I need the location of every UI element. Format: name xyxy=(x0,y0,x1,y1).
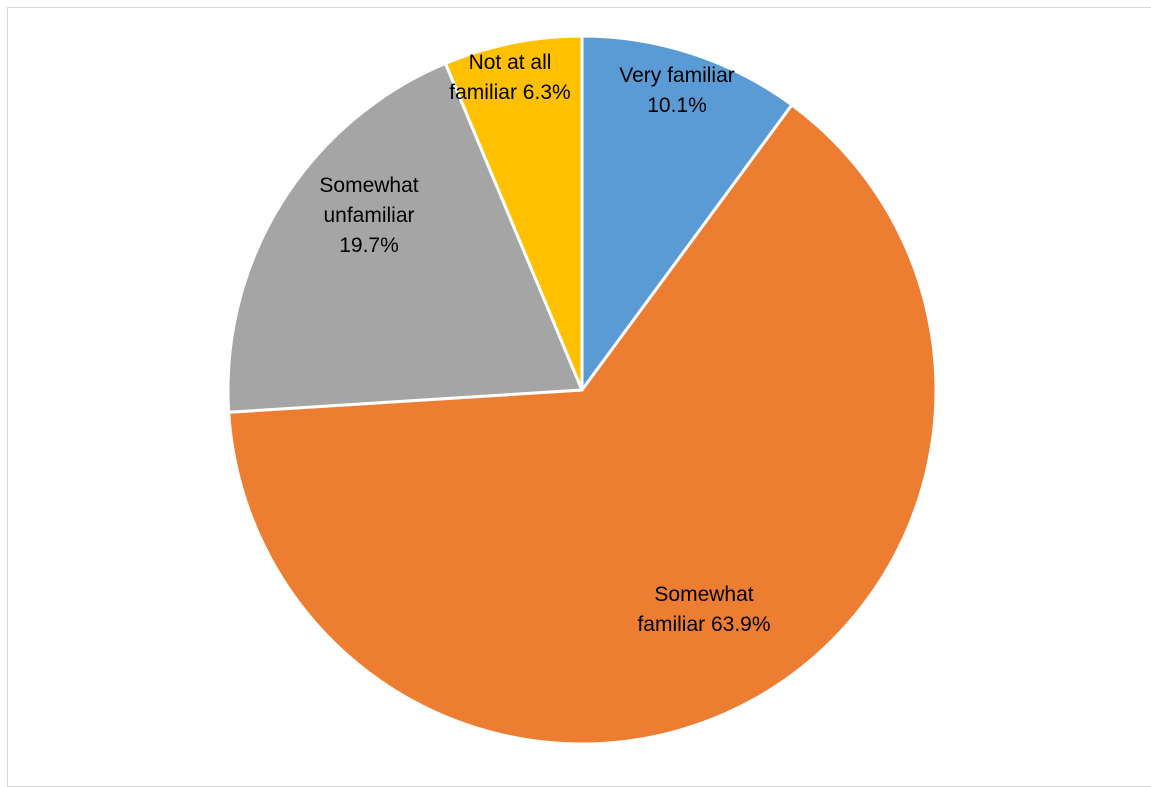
data-label-line: Somewhat xyxy=(319,174,418,197)
data-label-not-at-all-familiar: Not at all familiar 6.3% xyxy=(449,51,570,104)
pie-chart: Very familiar 10.1% Somewhat familiar 63.9%… xyxy=(226,34,938,746)
data-label-somewhat-familiar: Somewhat familiar 63.9% xyxy=(637,583,770,636)
data-label-line: 10.1% xyxy=(647,94,707,117)
data-label-somewhat-unfamiliar: Somewhat unfamiliar 19.7% xyxy=(319,174,418,257)
data-label-line: unfamiliar xyxy=(323,204,414,227)
pie-slices xyxy=(226,34,938,746)
pie-slice-very-familiar xyxy=(580,34,794,392)
data-label-line: familiar 63.9% xyxy=(637,613,770,636)
data-label-line: Not at all xyxy=(469,51,552,74)
data-label-line: familiar 6.3% xyxy=(449,81,570,104)
data-label-line: 19.7% xyxy=(339,234,399,257)
pie-slice-somewhat-unfamiliar xyxy=(226,61,584,414)
data-label-very-familiar: Very familiar 10.1% xyxy=(619,64,735,117)
data-label-line: Very familiar xyxy=(619,64,735,87)
data-label-line: Somewhat xyxy=(654,583,753,606)
pie-slice-not-at-all-familiar xyxy=(444,34,584,392)
pie-slice-somewhat-familiar xyxy=(227,103,938,746)
pie-data-labels: Very familiar 10.1% Somewhat familiar 63.9%… xyxy=(319,51,770,636)
